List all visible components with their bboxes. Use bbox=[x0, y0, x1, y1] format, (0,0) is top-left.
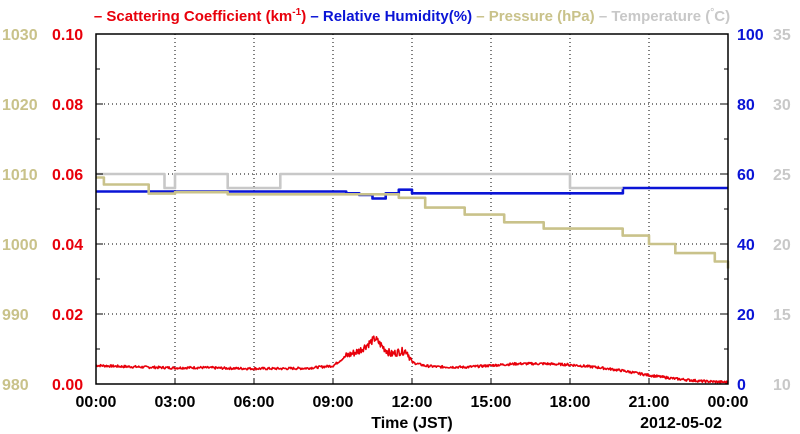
x-axis-title: Time (JST) bbox=[371, 415, 453, 432]
humidity-tick-label: 20 bbox=[737, 307, 755, 324]
humidity-tick-label: 40 bbox=[737, 237, 755, 254]
x-tick-label: 18:00 bbox=[550, 394, 591, 411]
temperature-tick-label: 15 bbox=[773, 307, 791, 324]
x-tick-label: 00:00 bbox=[708, 394, 749, 411]
pressure-tick-label: 1010 bbox=[2, 167, 38, 184]
humidity-tick-label: 60 bbox=[737, 167, 755, 184]
legend-dash: – bbox=[94, 8, 107, 25]
legend-superscript: ° bbox=[710, 7, 714, 18]
x-tick-label: 03:00 bbox=[155, 394, 196, 411]
scattering-tick-label: 0.10 bbox=[52, 27, 83, 44]
legend-superscript: -1 bbox=[292, 7, 301, 18]
legend-entries: – Scattering Coefficient (km-1) – Relati… bbox=[94, 7, 730, 25]
pressure-tick-label: 1030 bbox=[2, 27, 38, 44]
temperature-tick-label: 10 bbox=[773, 377, 791, 394]
temperature-tick-label: 35 bbox=[773, 27, 791, 44]
series-line-pressure bbox=[96, 176, 730, 269]
x-tick-label: 06:00 bbox=[234, 394, 275, 411]
scattering-tick-label: 0.02 bbox=[52, 307, 83, 324]
pressure-tick-label: 1020 bbox=[2, 97, 38, 114]
pressure-tick-label: 990 bbox=[2, 307, 29, 324]
legend-entry-tail: C) bbox=[714, 8, 730, 25]
legend-entry-tail: ) bbox=[301, 8, 306, 25]
x-tick-label: 12:00 bbox=[392, 394, 433, 411]
humidity-tick-label: 80 bbox=[737, 97, 755, 114]
pressure-tick-label: 1000 bbox=[2, 237, 38, 254]
legend-entry-text: Relative Humidity(%) bbox=[323, 8, 472, 25]
humidity-tick-label: 100 bbox=[737, 27, 764, 44]
legend-entry-text: Pressure (hPa) bbox=[489, 8, 595, 25]
legend-entry-text: Scattering Coefficient (km bbox=[106, 8, 292, 25]
pressure-tick-label: 980 bbox=[2, 377, 29, 394]
humidity-tick-label: 0 bbox=[737, 377, 746, 394]
scattering-tick-label: 0.04 bbox=[52, 237, 83, 254]
scattering-tick-label: 0.00 bbox=[52, 377, 83, 394]
legend-dash: – bbox=[306, 8, 323, 25]
axes: 00:00 03:00 06:00 09:00 12:00 15:00 18:00 21:00… bbox=[2, 27, 791, 411]
date-label: 2012-05-02 bbox=[640, 415, 722, 432]
legend: – Scattering Coefficient (km-1) – Relati… bbox=[94, 7, 730, 25]
series-line-temperature bbox=[96, 172, 623, 190]
grid bbox=[96, 34, 728, 384]
legend-dash: – bbox=[595, 8, 612, 25]
temperature-tick-label: 30 bbox=[773, 97, 791, 114]
legend-dash: – bbox=[472, 8, 489, 25]
scattering-tick-label: 0.06 bbox=[52, 167, 83, 184]
legend-entry-text: Temperature ( bbox=[611, 8, 710, 25]
series-line-scattering bbox=[95, 335, 729, 384]
temperature-tick-label: 25 bbox=[773, 167, 791, 184]
x-tick-label: 15:00 bbox=[471, 394, 512, 411]
temperature-tick-label: 20 bbox=[773, 237, 791, 254]
x-tick-label: 00:00 bbox=[76, 394, 117, 411]
x-tick-label: 09:00 bbox=[313, 394, 354, 411]
series-layer bbox=[95, 172, 730, 384]
scattering-tick-label: 0.08 bbox=[52, 97, 83, 114]
x-tick-label: 21:00 bbox=[629, 394, 670, 411]
